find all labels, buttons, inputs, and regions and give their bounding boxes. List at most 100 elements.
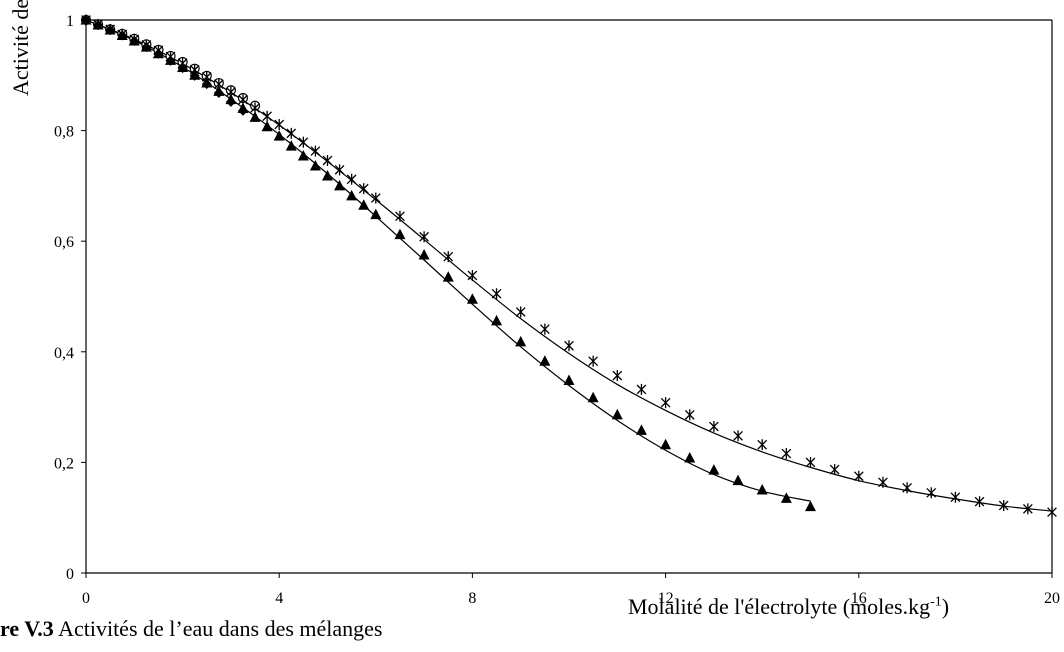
data-point-triangle: [418, 249, 430, 260]
data-point-asterisk: [684, 409, 695, 421]
y-tick-label: 0,4: [54, 345, 74, 362]
x-tick-label: 16: [851, 590, 867, 607]
data-point-triangle: [660, 438, 672, 450]
caption-bold: re V.3: [0, 616, 54, 641]
data-point-asterisk: [757, 439, 768, 451]
y-tick-label: 0: [66, 566, 74, 583]
data-point-triangle: [213, 85, 225, 96]
data-point-asterisk: [262, 110, 272, 122]
data-point-triangle: [370, 208, 382, 220]
data-point-asterisk: [395, 210, 405, 222]
data-point-asterisk: [250, 102, 260, 114]
y-tick-label: 0,2: [54, 455, 74, 472]
data-point-triangle: [539, 355, 551, 366]
data-point-triangle: [466, 293, 478, 304]
data-point-asterisk: [153, 44, 164, 56]
data-point-triangle: [394, 228, 406, 240]
data-point-triangle: [587, 391, 599, 403]
data-point-triangle: [285, 140, 297, 151]
data-point-asterisk: [334, 164, 345, 176]
x-axis-label-sup: -1: [930, 594, 942, 610]
data-point-asterisk: [998, 500, 1009, 512]
data-point-asterisk: [902, 482, 912, 494]
data-point-triangle: [805, 500, 816, 512]
data-point-asterisk: [298, 136, 309, 148]
data-point-asterisk: [950, 491, 961, 503]
data-point-triangle: [309, 159, 321, 171]
data-point-triangle: [358, 199, 370, 210]
data-point-asterisk: [322, 154, 333, 166]
data-point-triangle: [442, 271, 454, 282]
data-point-asterisk: [636, 383, 647, 395]
data-point-asterisk: [93, 18, 103, 30]
data-point-triangle: [563, 374, 575, 386]
axes: [85, 19, 1053, 574]
ticks: 0 4 8 12 16 20 0 0,2 0,4 0,6 0,8 1: [54, 13, 1060, 607]
data-point-asterisk: [165, 50, 176, 62]
data-point-triangle: [515, 335, 527, 347]
data-point-asterisk: [177, 57, 188, 69]
data-point-triangle: [297, 150, 309, 161]
data-point-asterisk: [419, 231, 429, 243]
data-point-triangle: [491, 314, 503, 326]
data-point-asterisk: [129, 33, 140, 45]
data-point-asterisk: [286, 127, 297, 139]
y-axis-label: Activité de l'eau: [8, 0, 33, 96]
data-point-asterisk: [878, 476, 888, 488]
data-point-asterisk: [709, 420, 719, 432]
data-point-triangle: [780, 492, 792, 503]
data-point-triangle: [346, 189, 358, 201]
data-point-asterisk: [443, 251, 454, 263]
data-point-asterisk: [201, 71, 212, 83]
data-point-asterisk: [370, 192, 381, 204]
x-axis-label: Molalité de l'électrolyte (moles.kg-1): [628, 594, 949, 620]
data-point-asterisk: [226, 86, 236, 98]
data-point-asterisk: [105, 23, 116, 35]
data-point-triangle: [249, 111, 261, 122]
data-point-triangle: [708, 464, 720, 475]
data-point-asterisk: [588, 355, 599, 367]
y-tick-label: 0,6: [54, 234, 74, 251]
data-markers: [80, 14, 1057, 518]
data-point-asterisk: [189, 64, 200, 76]
data-point-triangle: [225, 93, 237, 105]
x-tick-label: 4: [275, 590, 283, 607]
data-point-asterisk: [238, 94, 248, 106]
data-point-asterisk: [564, 340, 574, 352]
x-axis-label-text: Molalité de l'électrolyte (moles.kg: [628, 594, 931, 619]
data-point-asterisk: [829, 464, 840, 476]
y-tick-label: 0,8: [54, 124, 74, 141]
x-tick-label: 12: [658, 590, 674, 607]
data-point-asterisk: [733, 430, 743, 442]
data-point-triangle: [237, 102, 249, 113]
data-point-asterisk: [117, 28, 128, 40]
data-point-asterisk: [781, 448, 792, 460]
data-point-asterisk: [1047, 506, 1057, 518]
data-point-asterisk: [310, 145, 321, 157]
figure-caption: re V.3 Activités de l’eau dans des mélan…: [0, 616, 382, 642]
x-tick-label: 0: [82, 590, 90, 607]
data-point-asterisk: [358, 183, 369, 195]
data-point-triangle: [261, 120, 273, 132]
y-tick-label: 1: [66, 13, 74, 30]
data-point-asterisk: [805, 456, 816, 468]
data-point-asterisk: [346, 173, 357, 185]
data-point-triangle: [322, 169, 333, 181]
data-point-asterisk: [491, 288, 502, 300]
caption-text: Activités de l’eau dans des mélanges: [53, 616, 383, 641]
data-point-asterisk: [467, 269, 478, 281]
x-tick-label: 20: [1044, 590, 1060, 607]
data-point-triangle: [273, 130, 285, 141]
data-point-triangle: [334, 179, 346, 191]
data-point-triangle: [611, 408, 623, 420]
data-point-triangle: [732, 474, 744, 486]
x-axis-label-close: ): [941, 594, 950, 619]
x-tick-label: 8: [468, 590, 476, 607]
data-point-triangle: [635, 424, 647, 435]
data-point-asterisk: [660, 397, 671, 409]
data-point-asterisk: [539, 323, 550, 335]
data-point-triangle: [684, 451, 696, 463]
data-point-asterisk: [926, 487, 937, 499]
data-point-asterisk: [515, 306, 526, 318]
